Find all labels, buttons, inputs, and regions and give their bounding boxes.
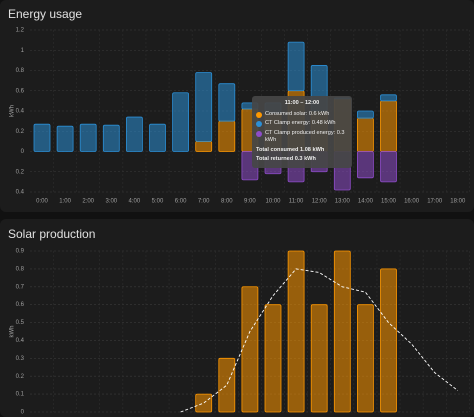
x-tick-label: 10:00: [265, 199, 281, 205]
x-tick-label: 12:00: [312, 199, 328, 205]
y-tick-label: 0.4: [16, 338, 25, 344]
x-tick-label: 11:00: [289, 199, 304, 205]
y-tick-label: 0.6: [16, 88, 25, 94]
bar: [333, 250, 351, 413]
bar: [310, 304, 328, 413]
bar: [195, 393, 213, 413]
y-tick-label: 0.4: [16, 190, 25, 196]
bar: [356, 117, 374, 152]
tooltip-text: 11:00 – 12:00: [284, 100, 320, 106]
y-axis-label: kWh: [10, 105, 16, 117]
y-tick-label: 0.9: [16, 249, 25, 255]
x-tick-label: 2:00: [82, 199, 94, 205]
bar: [287, 41, 305, 92]
y-tick-label: 0.8: [16, 266, 25, 272]
x-tick-label: 9:00: [244, 199, 256, 205]
bar: [195, 72, 213, 142]
tooltip-item: Total returned 0.3 kWh: [256, 156, 348, 164]
y-tick-label: 0.2: [16, 169, 25, 175]
x-tick-label: 18:00: [450, 199, 466, 205]
tooltip-item: 11:00 – 12:00: [256, 100, 348, 108]
chart-title: Solar production: [8, 227, 95, 241]
bar: [218, 83, 236, 122]
tooltip-text: Total consumed 1.08 kWh: [256, 146, 325, 153]
x-tick-label: 13:00: [335, 199, 351, 205]
x-tick-label: 6:00: [175, 199, 187, 205]
bar: [380, 94, 397, 102]
tooltip-text: Total returned 0.3 kWh: [256, 156, 316, 163]
y-tick-label: 0: [21, 149, 25, 155]
bar: [33, 123, 51, 152]
card: [0, 0, 474, 212]
bar: [218, 120, 236, 152]
legend-swatch: [256, 111, 262, 118]
tooltip-text: CT Clamp produced energy: 0.3 kWh: [265, 129, 345, 144]
bar: [356, 110, 374, 119]
y-tick-label: 0.7: [16, 284, 25, 290]
x-tick-label: 5:00: [152, 199, 164, 205]
x-tick-label: 16:00: [404, 199, 420, 205]
bar: [241, 286, 259, 413]
x-tick-label: 0:00: [36, 199, 48, 205]
tooltip-text: Consumed solar: 0.6 kWh: [265, 110, 330, 117]
bar: [356, 304, 374, 413]
bar: [195, 140, 213, 152]
tooltip-text: CT Clamp energy: 0.48 kWh: [265, 120, 336, 127]
y-tick-label: 0.3: [16, 356, 25, 362]
card: [0, 219, 474, 417]
x-tick-label: 3:00: [105, 199, 117, 205]
x-tick-label: 7:00: [198, 199, 210, 205]
bar: [264, 304, 282, 413]
y-tick-label: 0.2: [16, 129, 25, 135]
bar: [356, 151, 374, 179]
bar: [380, 151, 397, 183]
y-tick-label: 0.1: [16, 392, 25, 398]
bar: [380, 100, 397, 152]
y-tick-label: 0.8: [16, 68, 25, 74]
y-tick-label: 0: [21, 410, 25, 416]
bar: [56, 125, 74, 152]
x-tick-label: 8:00: [221, 199, 233, 205]
x-tick-label: 15:00: [381, 199, 397, 205]
tooltip-item: CT Clamp energy: 0.48 kWh: [256, 120, 348, 128]
x-tick-label: 1:00: [59, 199, 71, 205]
bar: [126, 116, 143, 152]
y-tick-label: 0.2: [16, 374, 25, 380]
y-tick-label: 1: [21, 48, 25, 54]
bar: [149, 123, 166, 152]
tooltip-item: Total consumed 1.08 kWh: [256, 147, 348, 155]
y-axis-label: kWh: [10, 326, 16, 338]
y-tick-label: 0.5: [16, 320, 25, 326]
tooltip-item: CT Clamp produced energy: 0.3 kWh: [256, 130, 348, 145]
chart-title: Energy usage: [8, 7, 82, 21]
y-tick-label: 0.6: [16, 302, 25, 308]
bar: [102, 124, 120, 152]
bar: [79, 123, 97, 152]
bar: [172, 92, 190, 152]
tooltip: 11:00 – 12:00 Consumed solar: 0.6 kWh CT C…: [252, 96, 352, 168]
tooltip-item: Consumed solar: 0.6 kWh: [256, 111, 348, 119]
legend-swatch: [256, 121, 262, 128]
bar: [380, 268, 397, 413]
x-tick-label: 14:00: [358, 199, 374, 205]
y-tick-label: 0.4: [16, 109, 25, 115]
legend-swatch: [256, 130, 262, 137]
x-tick-label: 17:00: [427, 199, 443, 205]
bar: [218, 357, 236, 413]
bar: [287, 250, 305, 413]
y-tick-label: 1.2: [16, 28, 25, 34]
x-tick-label: 4:00: [129, 199, 141, 205]
